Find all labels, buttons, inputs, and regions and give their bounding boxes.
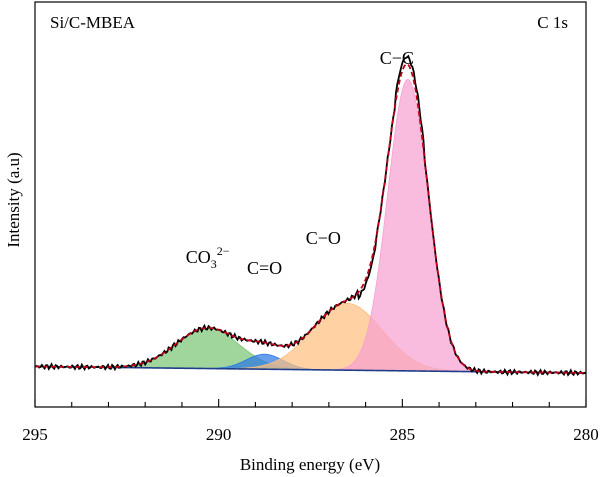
peak-label-3: C−O [306, 228, 341, 248]
component-area-3 [34, 302, 587, 374]
raw-data-line [34, 54, 587, 377]
peak-label-2: C=O [247, 258, 282, 278]
x-tick-label: 290 [206, 425, 232, 444]
x-tick-label: 285 [390, 425, 416, 444]
x-tick-label: 295 [22, 425, 48, 444]
x-axis-ticks: 295 290 285 280 [22, 399, 599, 444]
x-tick-label: 280 [573, 425, 599, 444]
fit-envelope-line [34, 63, 587, 374]
sample-label: Si/C-MBEA [50, 13, 136, 32]
plot-frame [34, 1, 587, 408]
peak-label-4: C−C [380, 48, 414, 68]
peak-label-1: CO32− [186, 244, 230, 271]
region-label: C 1s [537, 13, 568, 32]
x-axis-label: Binding energy (eV) [240, 455, 380, 474]
y-axis-label: Intensity (a.u) [4, 152, 23, 247]
peak-labels: CO32− C=O C−O C−C [186, 48, 414, 278]
